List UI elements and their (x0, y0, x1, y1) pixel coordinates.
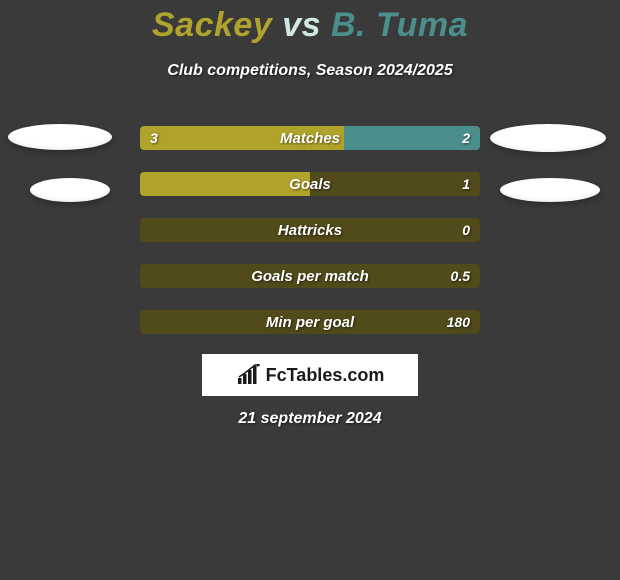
stat-row: 1Goals (140, 172, 480, 196)
avatar-left-shadow-2 (30, 178, 110, 202)
stat-row: 0Hattricks (140, 218, 480, 242)
stat-value-right: 0 (462, 218, 470, 242)
avatar-right-shadow-1 (490, 124, 606, 152)
stat-rows: 32Matches 1Goals 0Hattricks 0.5Goals per ma… (140, 126, 480, 356)
player-left-name: Sackey (152, 6, 272, 44)
stat-value-right: 0.5 (451, 264, 470, 288)
chart-icon (236, 364, 262, 386)
brand-text: FcTables.com (266, 365, 385, 386)
page-title: Sackey vs B. Tuma (0, 6, 620, 45)
stat-fill-left (140, 172, 310, 196)
comparison-card: Sackey vs B. Tuma Club competitions, Sea… (0, 0, 620, 580)
brand-badge: FcTables.com (202, 354, 418, 396)
subtitle: Club competitions, Season 2024/2025 (0, 62, 620, 80)
stat-row: 0.5Goals per match (140, 264, 480, 288)
stat-value-right: 180 (447, 310, 470, 334)
stat-label: Goals per match (140, 264, 480, 288)
date-text: 21 september 2024 (0, 410, 620, 428)
stat-row: 32Matches (140, 126, 480, 150)
player-right-name: B. Tuma (331, 6, 468, 44)
avatar-left-shadow-1 (8, 124, 112, 150)
avatar-right-shadow-2 (500, 178, 600, 202)
stat-label: Min per goal (140, 310, 480, 334)
vs-word: vs (282, 6, 321, 44)
stat-row: 180Min per goal (140, 310, 480, 334)
stat-value-right: 1 (462, 172, 470, 196)
stat-fill-right (344, 126, 480, 150)
stat-label: Hattricks (140, 218, 480, 242)
stat-fill-left (140, 126, 344, 150)
